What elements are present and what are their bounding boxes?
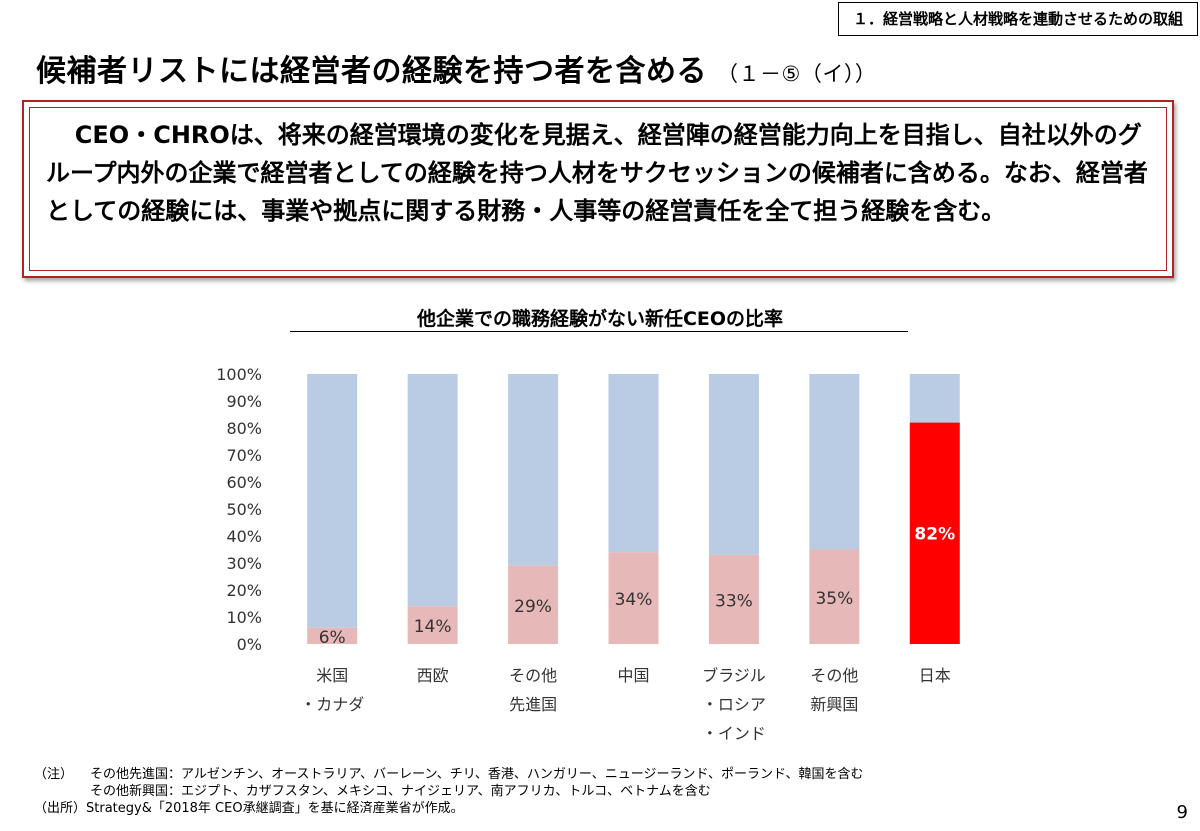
bar-remainder — [909, 374, 960, 423]
y-tick-label: 100% — [216, 365, 262, 384]
page-title-text: 候補者リストには経営者の経験を持つ者を含める — [36, 54, 707, 89]
summary-inner-border — [29, 107, 1167, 271]
data-label: 82% — [914, 524, 955, 544]
category-label: ・カナダ — [300, 695, 364, 714]
page-number: 9 — [1176, 802, 1188, 823]
footnotes: （注） その他先進国：アルゼンチン、オーストラリア、バーレーン、チリ、香港、ハン… — [34, 766, 864, 817]
category-label: その他 — [509, 666, 557, 685]
y-tick-label: 80% — [226, 419, 262, 438]
category-label: ・ロシア — [702, 695, 766, 714]
y-tick-label: 40% — [226, 527, 262, 546]
data-label: 6% — [319, 628, 346, 648]
bar-value — [909, 422, 960, 644]
bar-value — [508, 565, 559, 644]
category-label: 米国 — [316, 666, 348, 685]
section-tag: １．経営戦略と人材戦略を連動させるための取組 — [837, 2, 1198, 36]
data-label: 34% — [615, 590, 653, 610]
category-label: 新興国 — [810, 695, 858, 714]
bar-value — [809, 549, 860, 644]
chart-title: 他企業での職務経験がない新任CEOの比率 — [416, 308, 784, 330]
y-tick-label: 20% — [226, 581, 262, 600]
data-label: 14% — [414, 617, 452, 637]
data-label: 29% — [514, 597, 552, 617]
data-label: 33% — [715, 591, 753, 611]
y-tick-label: 60% — [226, 473, 262, 492]
page-title-reference: （１－⑤（イ）） — [717, 62, 877, 86]
chart-title-underline — [290, 331, 908, 332]
y-tick-label: 0% — [237, 635, 262, 654]
summary-text: CEO・CHROは、将来の経営環境の変化を見据え、経営陣の経営能力向上を目指し、… — [46, 121, 1148, 225]
y-tick-label: 10% — [226, 608, 262, 627]
category-label: ・インド — [702, 724, 766, 743]
y-tick-label: 50% — [226, 500, 262, 519]
y-tick-label: 90% — [226, 392, 262, 411]
category-label: 日本 — [919, 666, 951, 685]
category-label: 西欧 — [417, 666, 449, 685]
bar-remainder — [407, 374, 458, 607]
note-line-2: その他新興国：エジプト、カザフスタン、メキシコ、ナイジェリア、南アフリカ、トルコ… — [90, 784, 711, 799]
y-tick-label: 70% — [226, 446, 262, 465]
note-label: （注） — [34, 767, 74, 782]
bar-value — [307, 627, 358, 644]
category-label: その他 — [810, 666, 858, 685]
summary-box: CEO・CHROは、将来の経営環境の変化を見据え、経営陣の経営能力向上を目指し、… — [22, 100, 1174, 278]
note-line-1: その他先進国：アルゼンチン、オーストラリア、バーレーン、チリ、香港、ハンガリー、… — [90, 767, 864, 782]
y-tick-label: 30% — [226, 554, 262, 573]
bar-remainder — [708, 374, 759, 555]
bar-value — [708, 554, 759, 644]
bar-value — [608, 552, 659, 644]
bar-remainder — [508, 374, 559, 566]
category-label: ブラジル — [702, 666, 766, 685]
bar-remainder — [608, 374, 659, 553]
note-row-1: （注） その他先進国：アルゼンチン、オーストラリア、バーレーン、チリ、香港、ハン… — [34, 766, 864, 783]
source-note: （出所）Strategy&「2018年 CEO承継調査」を基に経済産業省が作成。 — [34, 801, 464, 816]
bar-remainder — [809, 374, 860, 550]
category-label: 先進国 — [509, 695, 557, 714]
page-title: 候補者リストには経営者の経験を持つ者を含める （１－⑤（イ）） — [36, 46, 876, 90]
bar-remainder — [307, 374, 358, 628]
bar-value — [407, 606, 458, 644]
category-label: 中国 — [617, 666, 649, 685]
data-label: 35% — [815, 589, 853, 609]
